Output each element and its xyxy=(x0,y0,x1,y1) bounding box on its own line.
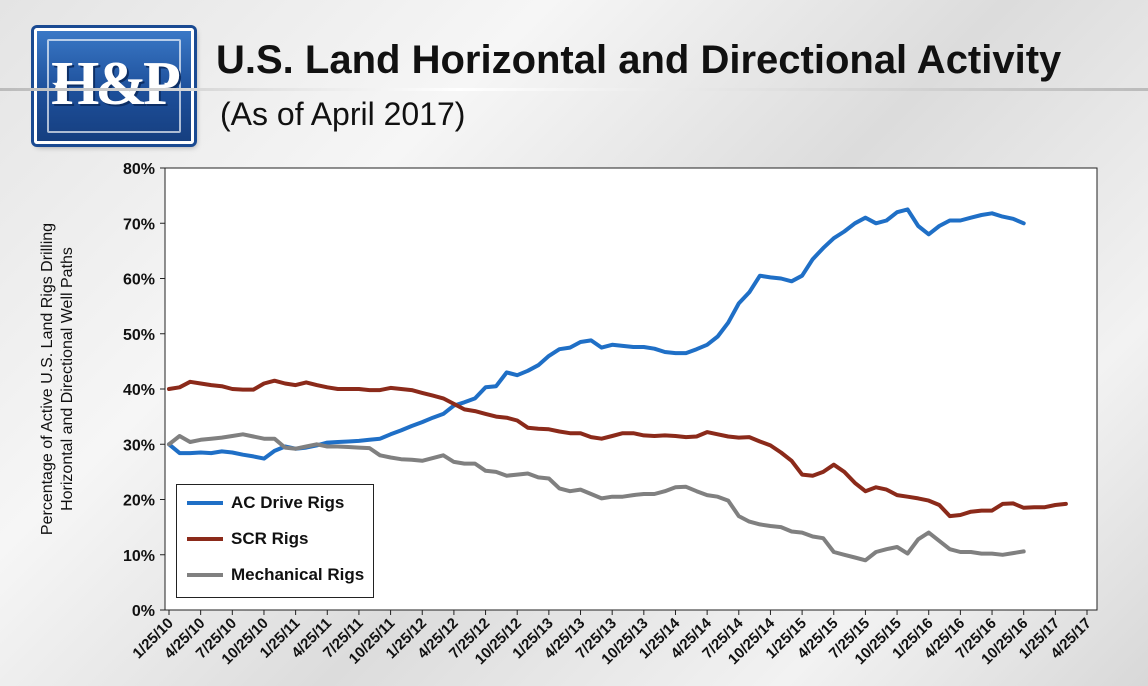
header-divider xyxy=(0,88,1148,91)
chart-legend: AC Drive Rigs SCR Rigs Mechanical Rigs xyxy=(176,484,374,598)
series-line-scr-rigs xyxy=(167,378,1068,519)
y-tick-label: 40% xyxy=(123,382,155,399)
y-tick-label: 10% xyxy=(123,548,155,565)
y-tick-label: 30% xyxy=(123,437,155,454)
y-tick-label: 60% xyxy=(123,272,155,289)
legend-swatch-ac xyxy=(187,501,223,505)
y-tick-label: 0% xyxy=(132,603,155,620)
logo-border xyxy=(47,39,181,133)
legend-item-ac: AC Drive Rigs xyxy=(187,493,344,513)
legend-item-mech: Mechanical Rigs xyxy=(187,565,364,585)
series-line-mechanical-rigs xyxy=(167,432,1026,563)
y-tick-label: 70% xyxy=(123,216,155,233)
y-tick-label: 50% xyxy=(123,327,155,344)
y-tick-label: 80% xyxy=(123,161,155,178)
legend-swatch-scr xyxy=(187,537,223,541)
legend-label-mech: Mechanical Rigs xyxy=(231,565,365,584)
logo-mark: H&P xyxy=(51,50,181,118)
page-subtitle: (As of April 2017) xyxy=(220,96,466,132)
page-title: U.S. Land Horizontal and Directional Act… xyxy=(216,38,1062,82)
legend-label-ac: AC Drive Rigs xyxy=(231,493,345,512)
hp-logo: ★ ★ H&P xyxy=(34,28,194,144)
legend-label-scr: SCR Rigs xyxy=(231,529,309,548)
y-axis-label-line-2: Horizontal and Directional Well Paths xyxy=(59,247,76,511)
legend-item-scr: SCR Rigs xyxy=(187,529,308,549)
y-axis-label: Percentage of Active U.S. Land Rigs Dril… xyxy=(39,223,56,535)
legend-swatch-mech xyxy=(187,573,223,577)
y-tick-label: 20% xyxy=(123,493,155,510)
